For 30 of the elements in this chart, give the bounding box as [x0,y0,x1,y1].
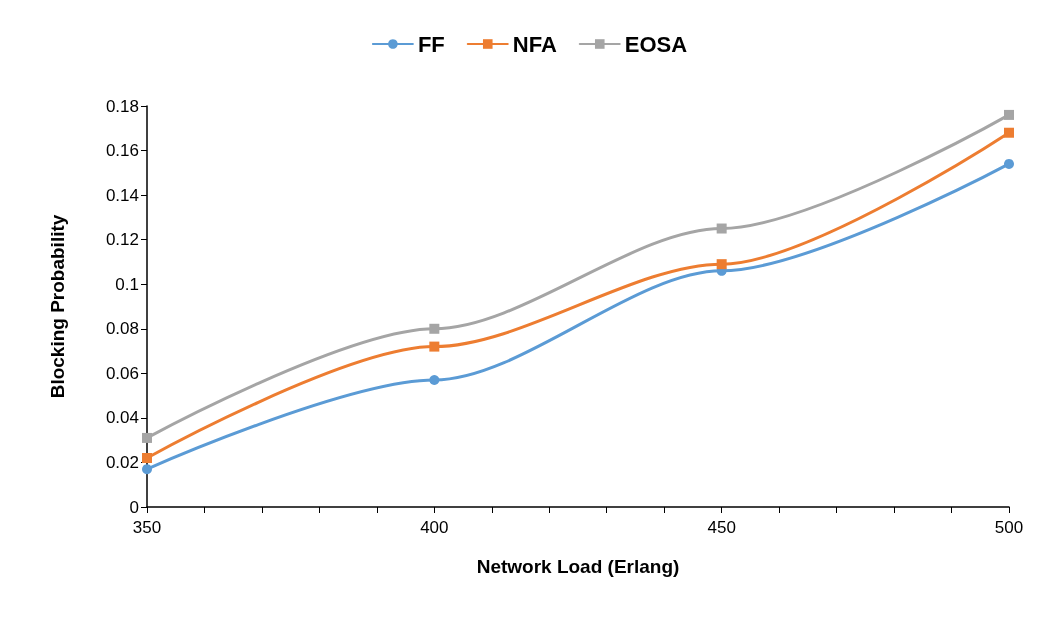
y-tick-label: 0.12 [105,230,139,250]
point [142,464,152,475]
x-tick-label: 450 [707,518,736,537]
y-tick-label: 0.08 [105,319,139,339]
point [1004,109,1014,120]
y-tick-label: 0.06 [105,363,139,383]
legend-label: EOSA [624,31,688,57]
y-tick-label: 0.02 [105,452,139,472]
y-axis-title: Blocking Probability [47,214,68,399]
y-tick-label: 0 [129,497,139,517]
point [1004,127,1014,138]
point [429,375,440,386]
x-tick-label: 350 [132,518,162,537]
y-tick-label: 0.04 [105,408,139,428]
point [429,341,440,352]
point [429,323,440,334]
x-tick-label: 400 [420,518,449,537]
point [716,259,727,270]
y-tick-label: 0.1 [115,274,139,294]
y-tick-label: 0.16 [105,141,139,161]
point [142,432,152,443]
point [142,452,152,463]
x-axis-title: Network Load (Erlang) [476,556,680,577]
y-tick-label: 0.18 [105,96,139,116]
y-tick-label: 0.14 [105,185,139,205]
legend-label: FF [417,31,445,57]
x-tick-label: 500 [994,518,1024,537]
legend-label: NFA [512,31,557,57]
point [1004,158,1014,169]
point [716,223,727,234]
